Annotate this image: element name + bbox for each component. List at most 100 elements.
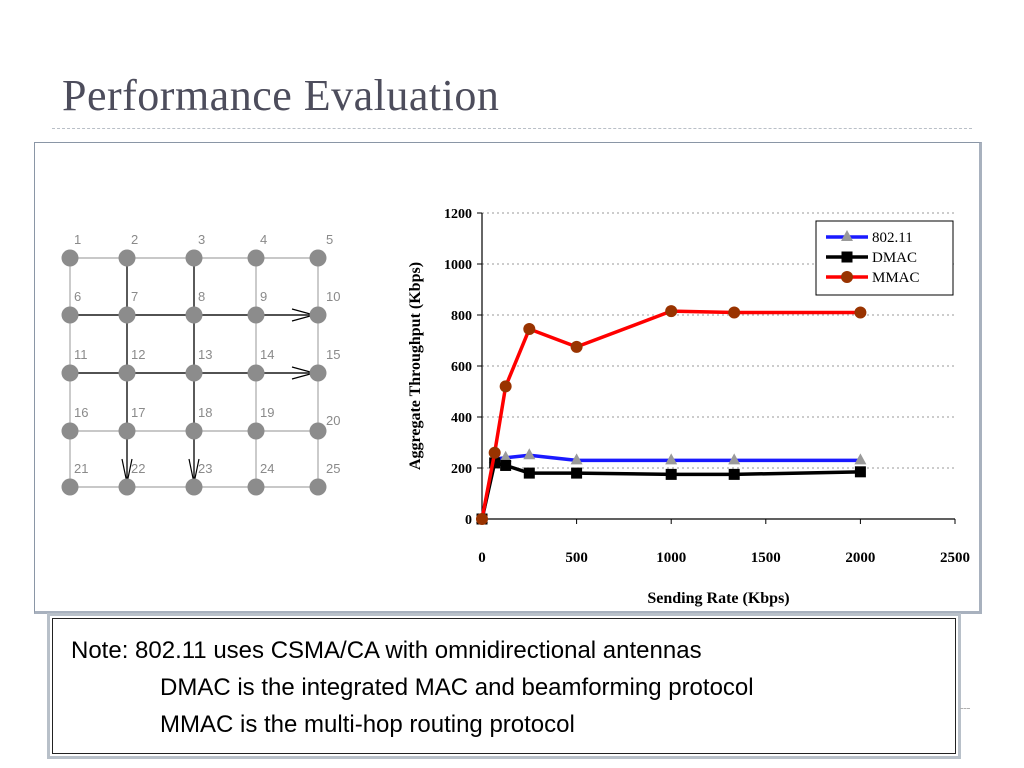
- legend-label-MMAC: MMAC: [872, 270, 920, 286]
- data-point-802.11: [570, 453, 583, 465]
- node-label-25: 25: [326, 461, 340, 476]
- node-label-1: 1: [74, 232, 81, 247]
- data-point-MMAC: [499, 380, 512, 393]
- node-23: [185, 478, 203, 496]
- node-2: [118, 249, 136, 267]
- note-box: Note: 802.11 uses CSMA/CA with omnidirec…: [47, 613, 961, 759]
- x-tick-label: 2500: [940, 550, 970, 566]
- node-14: [247, 364, 265, 382]
- x-tick-label: 500: [565, 550, 588, 566]
- y-tick-label: 200: [451, 462, 472, 477]
- node-label-11: 11: [74, 347, 88, 362]
- node-label-4: 4: [260, 232, 267, 247]
- node-label-15: 15: [326, 347, 340, 362]
- data-point-MMAC: [476, 513, 488, 525]
- x-tick-label: 1500: [751, 550, 781, 566]
- series-line-MMAC: [480, 309, 861, 520]
- slide-number-mark: [960, 708, 970, 709]
- x-axis-title: Sending Rate (Kbps): [647, 590, 789, 607]
- legend: 802.11 DMAC MMAC: [815, 220, 954, 296]
- node-label-24: 24: [260, 461, 274, 476]
- node-1: [61, 249, 79, 267]
- data-point-DMAC: [489, 457, 501, 469]
- node-label-19: 19: [260, 405, 274, 420]
- note-line-2: DMAC is the integrated MAC and beamformi…: [160, 674, 754, 701]
- data-point-DMAC: [728, 468, 740, 480]
- node-label-21: 21: [74, 461, 88, 476]
- data-point-802.11: [854, 453, 867, 465]
- node-label-2: 2: [131, 232, 138, 247]
- data-point-MMAC: [728, 306, 741, 319]
- data-point-802.11: [841, 230, 853, 241]
- series-MMAC: [476, 305, 867, 525]
- data-point-802.11: [665, 453, 678, 465]
- x-tick-label: 1000: [656, 550, 686, 566]
- slide-title: Performance Evaluation: [62, 71, 500, 120]
- x-tick-label: 0: [478, 550, 486, 566]
- series-802.11: [476, 448, 867, 523]
- data-point-MMAC: [841, 271, 853, 283]
- node-16: [61, 422, 79, 440]
- node-label-13: 13: [198, 347, 212, 362]
- node-20: [309, 422, 327, 440]
- note-line-1: Note: 802.11 uses CSMA/CA with omnidirec…: [71, 637, 702, 664]
- legend-label-DMAC: DMAC: [872, 250, 917, 266]
- throughput-chart: 0 200 400 600 800 1000 1200 0 500 1000 1500 2000 250…: [400, 195, 980, 609]
- data-point-802.11: [499, 450, 512, 462]
- data-point-DMAC: [665, 468, 677, 480]
- node-25: [309, 478, 327, 496]
- y-tick-label: 1000: [444, 258, 472, 273]
- node-6: [61, 306, 79, 324]
- node-label-14: 14: [260, 347, 274, 362]
- node-10: [309, 306, 327, 324]
- y-tick-label: 1200: [444, 207, 472, 222]
- node-label-17: 17: [131, 405, 145, 420]
- node-label-3: 3: [198, 232, 205, 247]
- node-12: [118, 364, 136, 382]
- node-13: [185, 364, 203, 382]
- data-point-MMAC: [488, 446, 501, 459]
- node-3: [185, 249, 203, 267]
- node-label-23: 23: [198, 461, 212, 476]
- node-label-9: 9: [260, 289, 267, 304]
- data-point-MMAC: [523, 323, 536, 336]
- node-9: [247, 306, 265, 324]
- node-label-20: 20: [326, 413, 340, 428]
- data-point-DMAC: [523, 467, 535, 479]
- data-point-DMAC: [854, 466, 866, 478]
- legend-label-802.11: 802.11: [872, 230, 913, 246]
- node-15: [309, 364, 327, 382]
- title-divider: [52, 128, 972, 129]
- node-label-5: 5: [326, 232, 333, 247]
- data-point-DMAC: [500, 459, 512, 471]
- node-4: [247, 249, 265, 267]
- y-tick-label: 0: [465, 513, 472, 528]
- node-11: [61, 364, 79, 382]
- topology-diagram: 1 2 3 4 5 6 7 8 9 10 11 12 13 14 15 16 17 18 19 20 21 22 23 24 2…: [56, 225, 346, 505]
- data-point-DMAC: [841, 251, 853, 263]
- node-17: [118, 422, 136, 440]
- data-point-802.11: [728, 453, 741, 465]
- data-point-802.11: [523, 448, 536, 460]
- node-5: [309, 249, 327, 267]
- node-19: [247, 422, 265, 440]
- data-point-MMAC: [665, 305, 678, 318]
- node-label-8: 8: [198, 289, 205, 304]
- node-label-18: 18: [198, 405, 212, 420]
- node-label-16: 16: [74, 405, 88, 420]
- series-DMAC: [476, 457, 866, 525]
- chart-svg: 0 200 400 600 800 1000 1200 0 500 1000 1500 2000 250…: [407, 207, 970, 607]
- node-7: [118, 306, 136, 324]
- data-point-MMAC: [570, 340, 583, 353]
- node-label-10: 10: [326, 289, 340, 304]
- y-axis-title: Aggregate Throughput (Kbps): [407, 262, 424, 470]
- x-tick-label: 2000: [845, 550, 875, 566]
- node-18: [185, 422, 203, 440]
- note-line-3: MMAC is the multi-hop routing protocol: [160, 711, 575, 738]
- node-8: [185, 306, 203, 324]
- node-24: [247, 478, 265, 496]
- data-point-MMAC: [854, 306, 867, 319]
- series-line-802.11: [480, 453, 861, 520]
- node-label-6: 6: [74, 289, 81, 304]
